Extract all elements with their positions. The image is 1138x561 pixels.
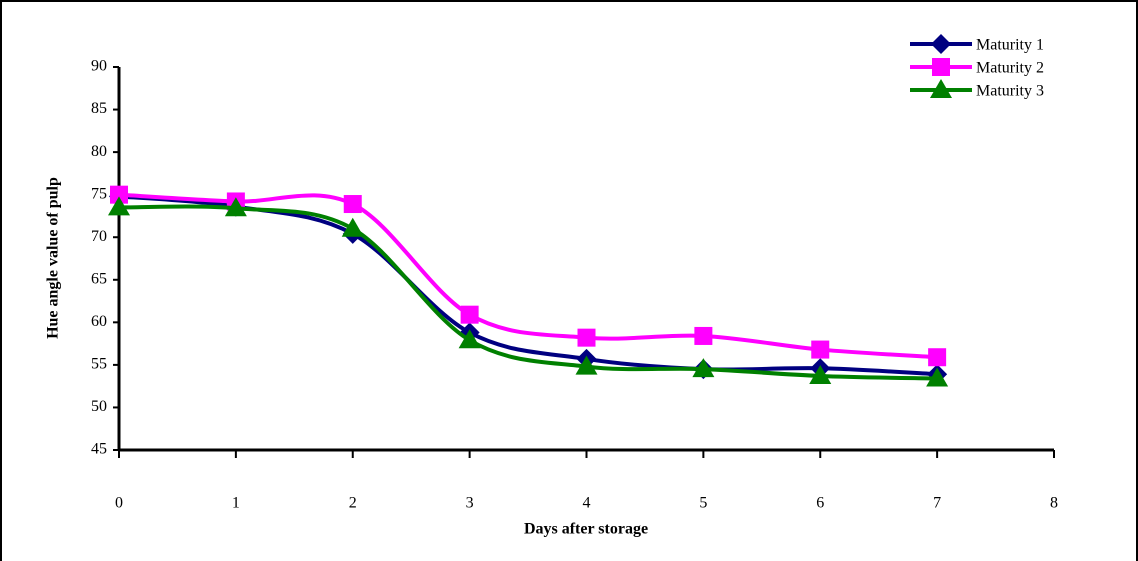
y-axis-title: Hue angle value of pulp — [45, 177, 62, 339]
y-tick-label: 85 — [91, 100, 107, 117]
marker — [930, 79, 952, 98]
y-tick-label: 50 — [91, 398, 107, 415]
legend-label: Maturity 1 — [976, 37, 1044, 54]
y-tick-label: 90 — [91, 58, 107, 75]
x-tick-label: 7 — [933, 495, 941, 512]
marker — [224, 197, 247, 217]
marker — [694, 326, 713, 345]
legend-label: Maturity 3 — [976, 83, 1044, 100]
marker — [575, 355, 598, 375]
marker — [692, 358, 715, 378]
marker — [577, 328, 596, 347]
series-line — [118, 192, 938, 360]
x-tick-label: 5 — [699, 495, 707, 512]
x-tick-label: 8 — [1050, 495, 1058, 512]
x-tick-label: 2 — [349, 495, 357, 512]
marker — [108, 196, 130, 216]
y-tick-label: 75 — [91, 185, 107, 202]
marker — [811, 340, 830, 359]
marker — [928, 348, 947, 367]
marker — [458, 329, 481, 349]
x-tick-label: 3 — [466, 495, 474, 512]
x-tick-label: 6 — [816, 495, 824, 512]
x-tick-label: 0 — [115, 495, 123, 512]
y-tick-label: 60 — [91, 313, 107, 330]
x-axis-title: Days after storage — [524, 521, 648, 538]
y-tick-label: 45 — [91, 441, 107, 458]
x-tick-label: 4 — [583, 495, 591, 512]
series-line — [118, 204, 938, 381]
marker — [460, 305, 479, 324]
marker — [110, 185, 128, 204]
marker — [809, 364, 832, 384]
marker — [926, 367, 949, 387]
y-tick-label: 65 — [91, 270, 107, 287]
marker — [932, 58, 950, 76]
y-tick-label: 70 — [91, 228, 107, 245]
y-tick-label: 80 — [91, 143, 107, 160]
legend-label: Maturity 2 — [976, 60, 1044, 77]
marker — [343, 195, 362, 214]
x-tick-label: 1 — [232, 495, 240, 512]
marker — [931, 34, 951, 54]
y-tick-label: 55 — [91, 356, 107, 373]
marker — [341, 217, 364, 237]
